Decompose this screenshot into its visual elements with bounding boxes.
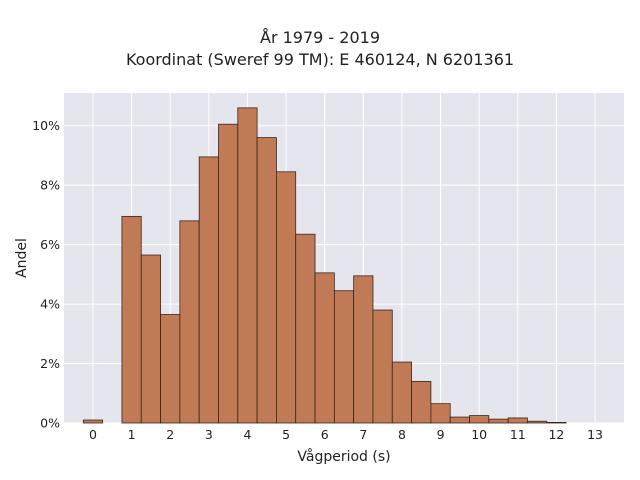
x-tick-label: 1 (128, 427, 136, 442)
histogram-bar (295, 233, 316, 424)
histogram-bar (469, 415, 490, 424)
histogram-bar (121, 215, 142, 424)
histogram-bar (82, 419, 104, 424)
histogram-bar (198, 156, 219, 424)
x-axis-label: Vågperiod (s) (297, 448, 390, 465)
chart-title: År 1979 - 2019 (260, 28, 380, 47)
x-tick-label: 5 (282, 427, 290, 442)
y-axis-ticks: 0% 2% 4% 6% 8% 10% (32, 118, 60, 430)
histogram-bar (276, 171, 297, 424)
bars (82, 107, 567, 424)
y-tick-label: 6% (40, 237, 60, 252)
x-tick-label: 9 (437, 427, 445, 442)
y-tick-label: 0% (40, 416, 60, 431)
histogram-bar (488, 418, 509, 424)
histogram-bar (527, 420, 548, 424)
y-tick-label: 8% (40, 178, 60, 193)
x-tick-label: 2 (166, 427, 174, 442)
x-tick-label: 3 (205, 427, 213, 442)
histogram-bar (449, 416, 470, 424)
histogram-bar (179, 220, 200, 424)
x-tick-label: 11 (510, 427, 526, 442)
histogram-bar (218, 123, 239, 424)
histogram-bar (237, 107, 258, 424)
histogram-bar (160, 314, 181, 424)
x-tick-label: 8 (398, 427, 406, 442)
histogram-bar (353, 275, 374, 424)
x-tick-label: 4 (243, 427, 251, 442)
histogram-bar (140, 254, 161, 424)
y-tick-label: 2% (40, 356, 60, 371)
x-tick-label: 7 (359, 427, 367, 442)
x-axis-ticks: 0 1 2 3 4 5 6 7 8 9 10 11 12 13 (89, 427, 603, 442)
x-tick-label: 13 (587, 427, 603, 442)
y-tick-label: 10% (32, 118, 60, 133)
histogram-bar (256, 137, 277, 424)
chart-subtitle: Koordinat (Sweref 99 TM): E 460124, N 62… (125, 50, 515, 69)
x-tick-label: 10 (471, 427, 487, 442)
y-axis-label: Andel (14, 238, 30, 278)
histogram-bar (411, 380, 432, 424)
x-tick-label: 6 (321, 427, 329, 442)
x-tick-label: 0 (89, 427, 97, 442)
x-tick-label: 12 (548, 427, 564, 442)
histogram-bar (333, 290, 355, 424)
histogram-bar (372, 309, 393, 424)
histogram-bar (391, 361, 412, 424)
y-tick-label: 4% (40, 297, 60, 312)
histogram-bar (314, 272, 335, 424)
histogram-bar (430, 403, 451, 424)
histogram-bar (546, 422, 567, 424)
histogram-bar (507, 417, 528, 424)
